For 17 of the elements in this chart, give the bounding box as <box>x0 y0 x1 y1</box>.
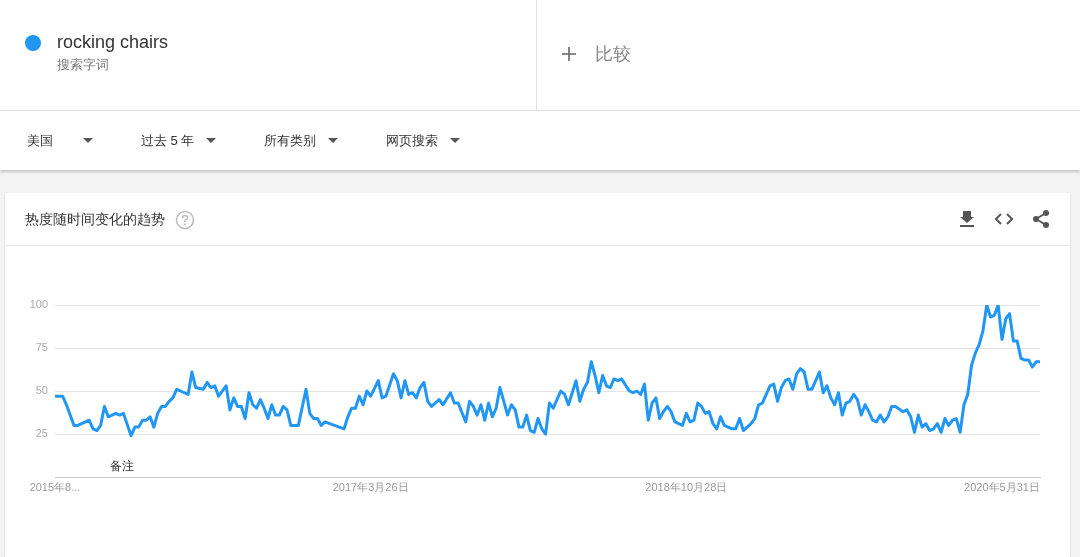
annotation: 备注 <box>110 458 134 475</box>
y-tick-label: 100 <box>29 298 48 311</box>
x-tick-label: 2020年5月31日 <box>964 480 1040 493</box>
chart-title: 热度随时间变化的趋势 <box>25 211 165 229</box>
text: 过去 5 年 <box>141 131 195 150</box>
x-tick-label: 2015年8... <box>29 480 81 493</box>
text: 所有类别 <box>264 131 317 150</box>
legend-label: rocking chairs <box>57 32 169 53</box>
x-tick-label: 2018年10月28日 <box>645 480 728 493</box>
text: 美国 <box>27 131 54 150</box>
y-tick-label: 75 <box>35 341 48 354</box>
text: 比较 <box>595 43 631 66</box>
x-tick-label: 2017年3月26日 <box>332 480 409 493</box>
text: 搜索字词 <box>57 56 109 74</box>
y-tick-label: 25 <box>35 427 48 440</box>
y-tick-label: 50 <box>35 384 48 397</box>
text: 网页搜索 <box>386 131 439 150</box>
